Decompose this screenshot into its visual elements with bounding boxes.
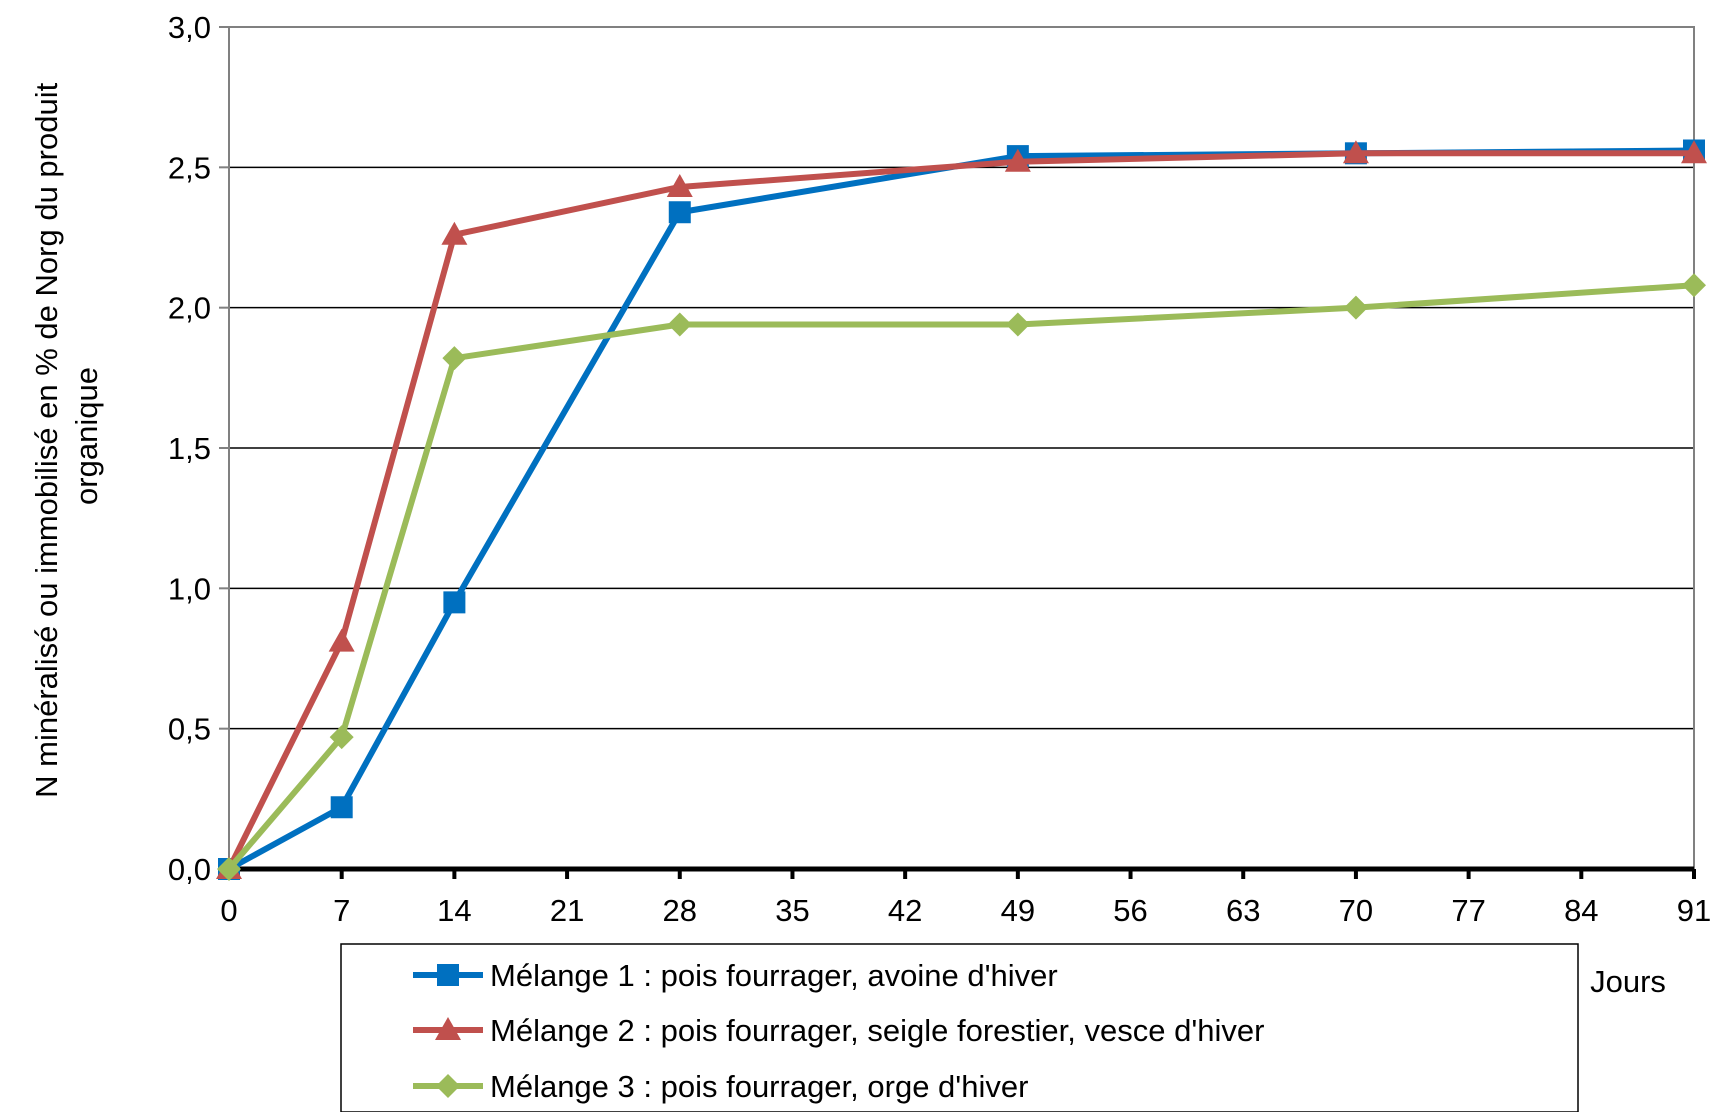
series-3	[217, 273, 1706, 881]
x-tick-label: 49	[1001, 893, 1035, 928]
legend-swatch-marker	[436, 1074, 460, 1098]
legend-swatch-marker	[437, 964, 459, 986]
x-tick-label: 14	[437, 893, 471, 928]
x-tick-label: 91	[1677, 893, 1711, 928]
y-axis-title-line2: organique	[69, 367, 104, 505]
legend-item: Mélange 1 : pois fourrager, avoine d'hiv…	[413, 958, 1058, 993]
x-tick-label: 63	[1226, 893, 1260, 928]
x-tick-label: 77	[1451, 893, 1485, 928]
data-point	[1342, 140, 1369, 164]
x-tick-label: 21	[550, 893, 584, 928]
y-tick-label: 0,0	[168, 852, 211, 887]
data-point	[1681, 140, 1707, 164]
y-tick-label: 0,5	[168, 712, 211, 747]
y-tick-label: 2,5	[168, 150, 211, 185]
data-point	[443, 591, 466, 614]
data-point	[328, 628, 355, 652]
x-tick-label: 84	[1564, 893, 1598, 928]
legend-label: Mélange 2 : pois fourrager, seigle fores…	[490, 1013, 1264, 1048]
series-1	[218, 139, 1705, 880]
data-point	[1005, 312, 1030, 337]
x-tick-label: 35	[775, 893, 809, 928]
legend-item: Mélange 3 : pois fourrager, orge d'hiver	[413, 1069, 1028, 1104]
series-2	[216, 140, 1707, 879]
data-point	[1004, 148, 1031, 172]
data-point	[442, 346, 467, 371]
tick-labels: 0,0 0,5 1,0 1,5 2,0 2,5 3,0 0 7 14 21 28 35 42 49 56 63 7…	[168, 10, 1711, 928]
data-point	[667, 312, 692, 337]
y-tick-label: 2,0	[168, 291, 211, 326]
data-point	[1343, 295, 1368, 320]
axes	[219, 26, 1696, 879]
x-tick-label: 56	[1113, 893, 1147, 928]
y-tick-label: 1,0	[168, 571, 211, 606]
legend-item: Mélange 2 : pois fourrager, seigle fores…	[413, 1013, 1264, 1048]
x-tick-label: 0	[220, 893, 237, 928]
legend-label: Mélange 3 : pois fourrager, orge d'hiver	[490, 1069, 1028, 1104]
x-tick-label: 28	[663, 893, 697, 928]
legend-label: Mélange 1 : pois fourrager, avoine d'hiv…	[490, 958, 1058, 993]
data-point	[1682, 273, 1706, 298]
y-axis-title: N minéralisé ou immobilisé en % de Norg …	[29, 74, 104, 798]
data-point	[666, 173, 693, 197]
y-axis-title-line1: N minéralisé ou immobilisé en % de Norg …	[29, 82, 64, 797]
data-point	[441, 221, 468, 245]
x-axis-title: Jours	[1590, 964, 1666, 999]
data-point	[330, 796, 353, 819]
series-line	[226, 282, 1695, 871]
x-tick-label: 42	[888, 893, 922, 928]
y-tick-label: 1,5	[168, 431, 211, 466]
x-tick-label: 70	[1339, 893, 1373, 928]
series-line	[226, 150, 1694, 871]
series	[216, 139, 1707, 881]
legend-swatch-marker	[435, 1017, 461, 1040]
x-tick-label: 7	[333, 893, 350, 928]
data-point	[329, 725, 354, 750]
data-point	[668, 201, 691, 224]
y-tick-label: 3,0	[168, 10, 211, 45]
data-point	[217, 857, 241, 881]
legend: Mélange 1 : pois fourrager, avoine d'hiv…	[340, 943, 1579, 1113]
